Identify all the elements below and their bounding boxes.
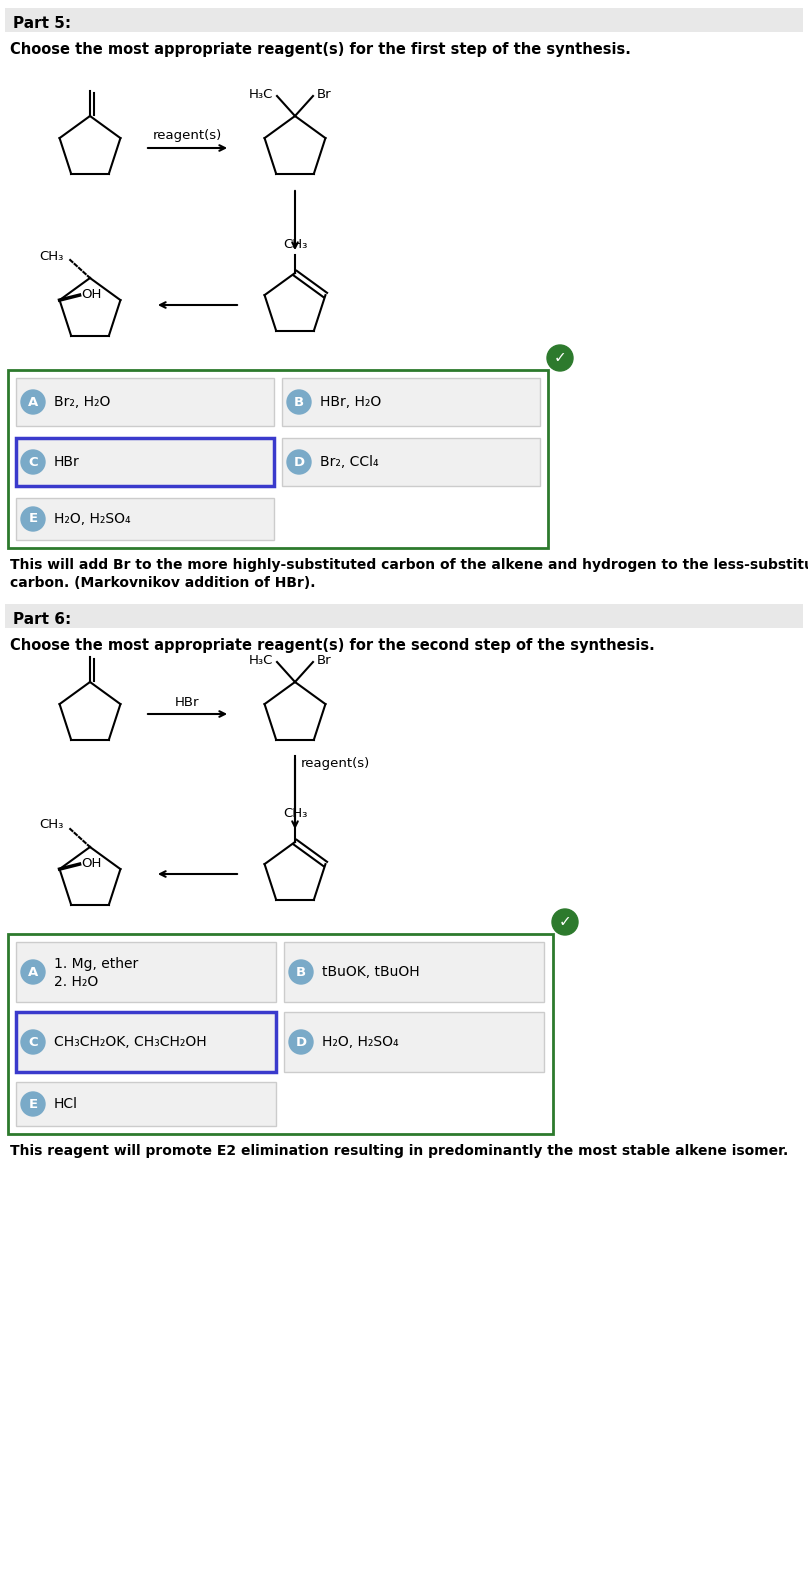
Text: Part 5:: Part 5: xyxy=(13,16,71,32)
Circle shape xyxy=(552,910,578,935)
Text: HBr, H₂O: HBr, H₂O xyxy=(320,395,381,409)
FancyBboxPatch shape xyxy=(5,604,803,628)
Text: CH₃: CH₃ xyxy=(283,238,307,250)
Text: This reagent will promote E2 elimination resulting in predominantly the most sta: This reagent will promote E2 elimination… xyxy=(10,1144,789,1159)
Circle shape xyxy=(21,450,45,474)
FancyBboxPatch shape xyxy=(8,369,548,548)
Text: C: C xyxy=(28,455,38,469)
FancyBboxPatch shape xyxy=(16,377,274,426)
Text: tBuOK, tBuOH: tBuOK, tBuOH xyxy=(322,965,419,980)
Circle shape xyxy=(21,961,45,984)
Text: B: B xyxy=(296,965,306,978)
Circle shape xyxy=(21,1092,45,1116)
Text: Br: Br xyxy=(317,87,331,100)
Text: Br₂, CCl₄: Br₂, CCl₄ xyxy=(320,455,379,469)
Text: E: E xyxy=(28,512,37,526)
Circle shape xyxy=(21,390,45,414)
Text: C: C xyxy=(28,1035,38,1049)
Circle shape xyxy=(21,1030,45,1054)
Text: CH₃CH₂OK, CH₃CH₂OH: CH₃CH₂OK, CH₃CH₂OH xyxy=(54,1035,207,1049)
Text: CH₃: CH₃ xyxy=(40,249,64,263)
Circle shape xyxy=(289,961,313,984)
Circle shape xyxy=(289,1030,313,1054)
Text: Choose the most appropriate reagent(s) for the first step of the synthesis.: Choose the most appropriate reagent(s) f… xyxy=(10,41,631,57)
Text: HBr: HBr xyxy=(175,696,200,708)
Text: CH₃: CH₃ xyxy=(283,807,307,819)
Text: OH: OH xyxy=(82,287,102,301)
Text: carbon. (Markovnikov addition of HBr).: carbon. (Markovnikov addition of HBr). xyxy=(10,575,315,590)
Text: H₃C: H₃C xyxy=(249,653,273,667)
Text: 1. Mg, ether: 1. Mg, ether xyxy=(54,957,138,972)
Text: ✓: ✓ xyxy=(558,915,571,929)
Text: A: A xyxy=(27,965,38,978)
Text: Br₂, H₂O: Br₂, H₂O xyxy=(54,395,111,409)
Text: reagent(s): reagent(s) xyxy=(153,130,222,143)
Text: Br: Br xyxy=(317,653,331,667)
Text: D: D xyxy=(296,1035,306,1049)
FancyBboxPatch shape xyxy=(16,498,274,540)
Text: ✓: ✓ xyxy=(553,350,566,366)
Circle shape xyxy=(547,346,573,371)
FancyBboxPatch shape xyxy=(16,437,274,487)
Circle shape xyxy=(287,450,311,474)
Text: HCl: HCl xyxy=(54,1097,78,1111)
Text: reagent(s): reagent(s) xyxy=(301,758,370,770)
Text: CH₃: CH₃ xyxy=(40,818,64,832)
Text: Part 6:: Part 6: xyxy=(13,612,71,628)
Circle shape xyxy=(21,507,45,531)
Text: A: A xyxy=(27,396,38,409)
FancyBboxPatch shape xyxy=(284,1011,544,1071)
Text: H₂O, H₂SO₄: H₂O, H₂SO₄ xyxy=(322,1035,398,1049)
FancyBboxPatch shape xyxy=(5,8,803,32)
Text: H₂O, H₂SO₄: H₂O, H₂SO₄ xyxy=(54,512,131,526)
Text: D: D xyxy=(293,455,305,469)
Circle shape xyxy=(287,390,311,414)
FancyBboxPatch shape xyxy=(282,437,540,487)
Text: This will add Br to the more highly-substituted carbon of the alkene and hydroge: This will add Br to the more highly-subs… xyxy=(10,558,808,572)
FancyBboxPatch shape xyxy=(8,934,553,1133)
Text: Choose the most appropriate reagent(s) for the second step of the synthesis.: Choose the most appropriate reagent(s) f… xyxy=(10,639,654,653)
Text: B: B xyxy=(294,396,304,409)
FancyBboxPatch shape xyxy=(16,941,276,1002)
FancyBboxPatch shape xyxy=(16,1083,276,1125)
Text: E: E xyxy=(28,1097,37,1111)
Text: 2. H₂O: 2. H₂O xyxy=(54,975,99,989)
FancyBboxPatch shape xyxy=(284,941,544,1002)
Text: OH: OH xyxy=(82,856,102,870)
FancyBboxPatch shape xyxy=(282,377,540,426)
Text: H₃C: H₃C xyxy=(249,87,273,100)
FancyBboxPatch shape xyxy=(16,1011,276,1071)
Text: HBr: HBr xyxy=(54,455,80,469)
